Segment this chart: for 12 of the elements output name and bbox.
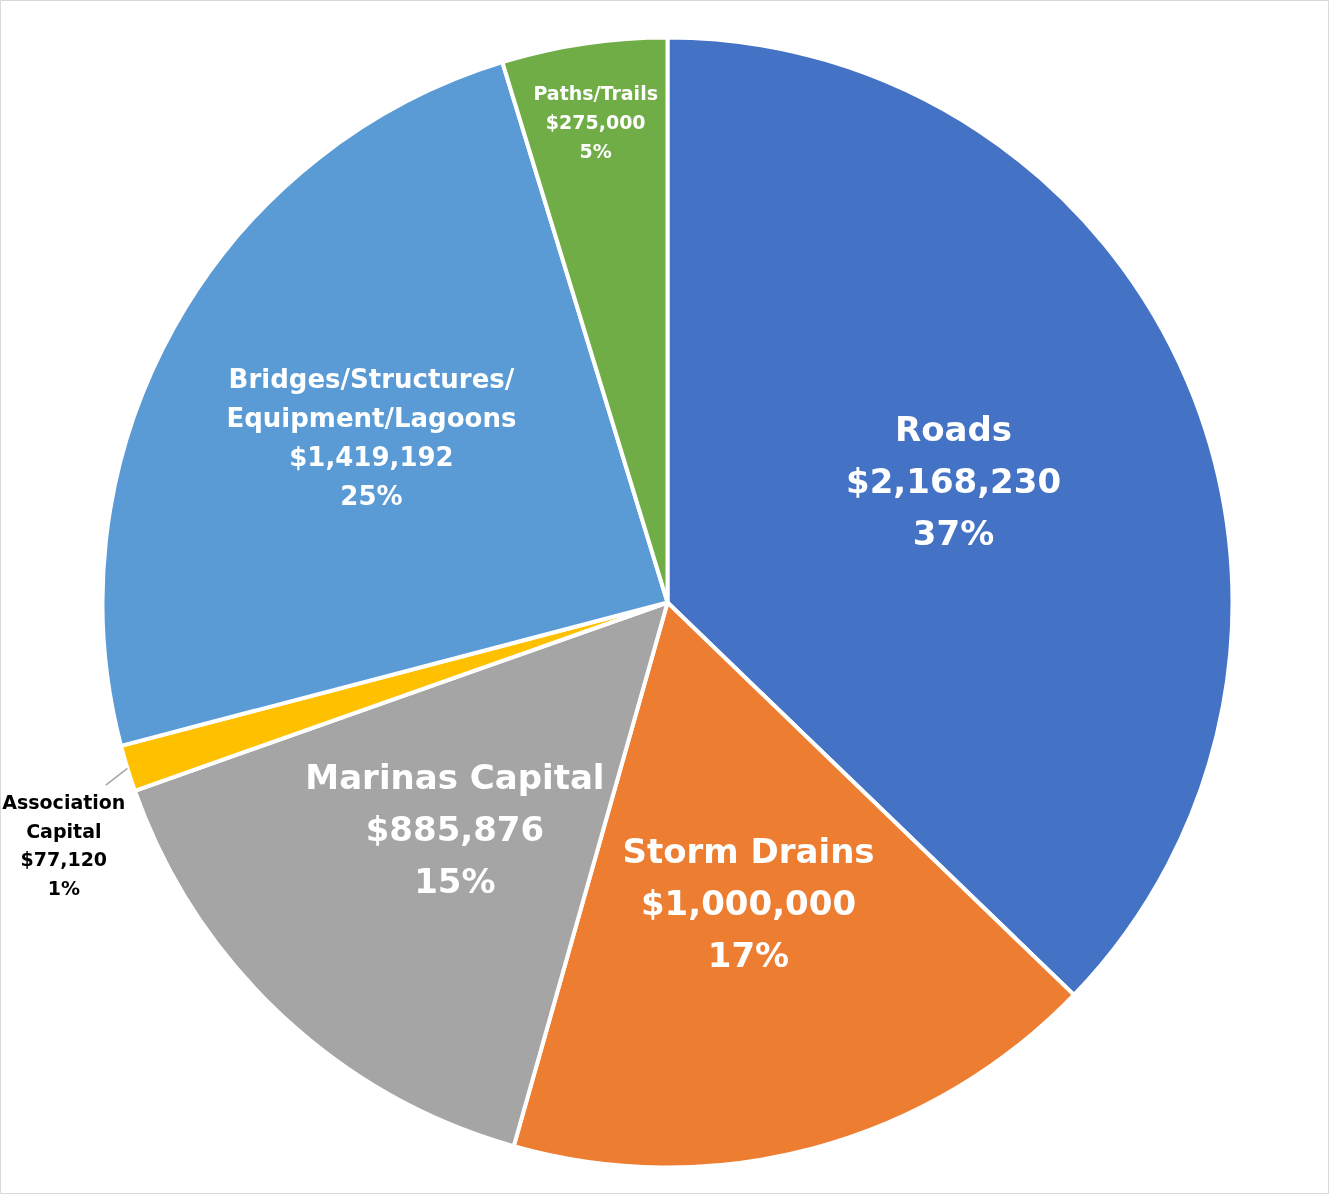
data-label: $1,000,000 17% — [640, 882, 857, 975]
data-label: $885,876 15% — [365, 809, 545, 902]
data-label: $77,120 1% — [20, 848, 108, 899]
slice-label: Association Capital — [2, 791, 126, 842]
data-label: $1,419,192 25% — [289, 441, 454, 511]
slice-label: Paths/Trails — [533, 82, 658, 105]
data-label: $275,000 5% — [545, 110, 646, 162]
slice-label: Storm Drains — [622, 830, 875, 871]
data-label: $2,168,230 37% — [845, 461, 1062, 554]
slice-label: Roads — [895, 409, 1013, 450]
slice-label: Bridges/Structures/ Equipment/Lagoons — [226, 363, 517, 433]
slice-label: Marinas Capital — [305, 757, 605, 798]
